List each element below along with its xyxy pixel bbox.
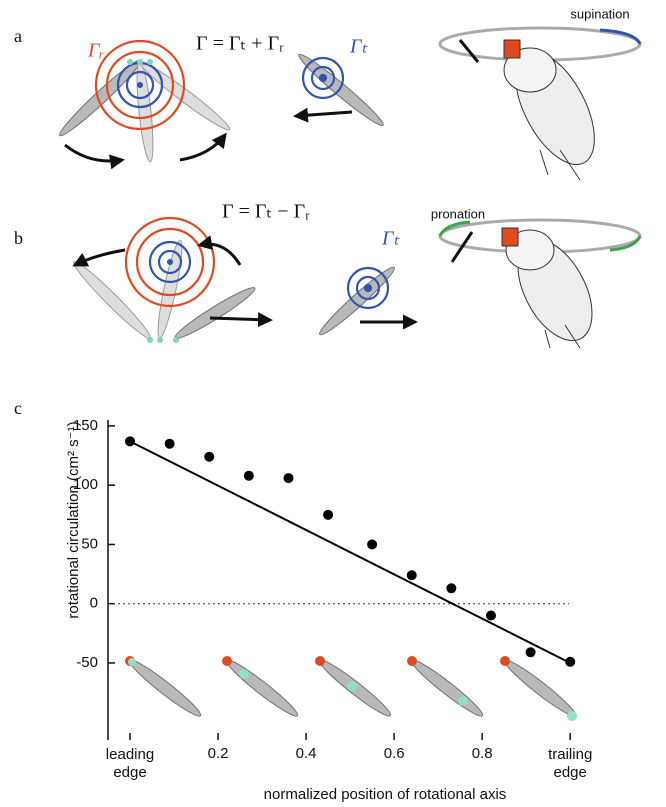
gamma-t: Γₜ xyxy=(381,228,400,250)
y-axis-label: rotational circulation (cm² s⁻¹) xyxy=(65,421,82,618)
wing xyxy=(316,263,398,339)
data-point xyxy=(367,539,377,549)
data-point xyxy=(165,439,175,449)
wing xyxy=(295,50,387,130)
y-tick-label: 0 xyxy=(90,595,98,612)
data-point xyxy=(526,647,536,657)
data-point xyxy=(486,611,496,621)
fit-line xyxy=(130,441,570,663)
y-tick-label: 50 xyxy=(81,535,98,552)
fly-b xyxy=(440,220,640,353)
panel-label: c xyxy=(14,398,22,418)
data-point xyxy=(446,583,456,593)
data-point xyxy=(283,473,293,483)
fly-a xyxy=(440,28,640,180)
vortex-a-t xyxy=(303,58,343,98)
vortex-b-t xyxy=(348,268,388,308)
equation: Γ = Γₜ − Γᵣ xyxy=(222,201,310,223)
figure-svg: a Γᵣ Γ = Γₜ + Γᵣ Γₜ supination b xyxy=(0,0,666,807)
pivots-a xyxy=(127,59,153,65)
x-tick-label: trailing edge xyxy=(535,746,605,782)
arrow xyxy=(200,244,240,265)
figure: a Γᵣ Γ = Γₜ + Γᵣ Γₜ supination b xyxy=(0,0,666,807)
panel-label: a xyxy=(14,26,22,46)
data-point xyxy=(323,510,333,520)
annotation: supination xyxy=(570,6,629,21)
arrow xyxy=(65,145,122,161)
arrow xyxy=(210,318,270,320)
wing-icons xyxy=(125,656,579,721)
x-axis-label: normalized position of rotational axis xyxy=(264,786,507,803)
data-point xyxy=(565,657,575,667)
data-point xyxy=(125,436,135,446)
arrow xyxy=(75,250,125,265)
equation: Γ = Γₜ + Γᵣ xyxy=(196,33,284,55)
gamma-t: Γₜ xyxy=(349,36,368,58)
y-tick-label: 100 xyxy=(73,476,98,493)
x-tick-label: 0.4 xyxy=(296,745,317,762)
annotation: pronation xyxy=(431,206,485,221)
x-tick-label: 0.8 xyxy=(472,745,493,762)
x-tick-label: 0.6 xyxy=(384,745,405,762)
x-tick-label: 0.2 xyxy=(208,745,229,762)
y-tick-label: 150 xyxy=(73,417,98,434)
data-point xyxy=(407,570,417,580)
pivots-b xyxy=(147,337,179,343)
panel-label: b xyxy=(14,228,23,248)
gamma-r: Γᵣ xyxy=(87,40,104,62)
x-tick-label: leading edge xyxy=(95,746,165,782)
data-point xyxy=(204,452,214,462)
arrow xyxy=(180,135,225,160)
y-tick-label: -50 xyxy=(76,654,98,671)
arrow xyxy=(296,112,352,116)
wings-b xyxy=(70,239,258,343)
data-point xyxy=(244,471,254,481)
